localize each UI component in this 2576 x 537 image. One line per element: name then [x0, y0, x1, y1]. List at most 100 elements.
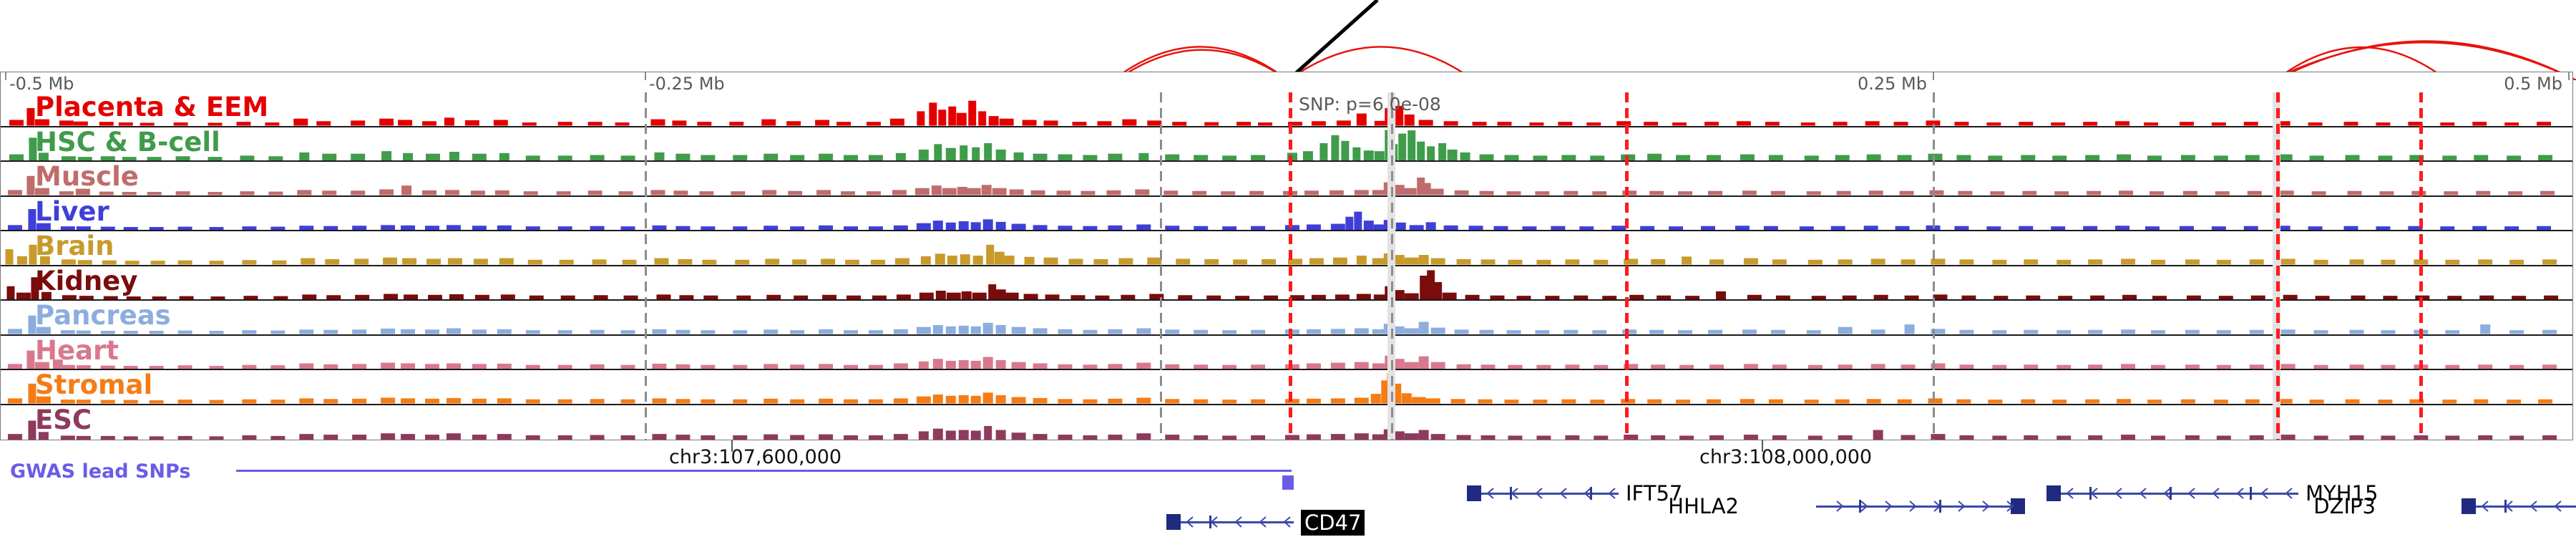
gene-strand-arrow: [1210, 516, 1218, 528]
gene-label[interactable]: MYH15: [2306, 481, 2379, 505]
position-marker-line: [1933, 92, 1935, 440]
gene-exon: [1939, 500, 1941, 513]
signal-track: Muscle: [1, 162, 2572, 197]
axis-tick-label: -0.5 Mb: [9, 74, 74, 94]
coordinate-tick: [1762, 440, 1763, 452]
signal-track: Brain: [1, 231, 2572, 266]
gene-strand-arrow: [1283, 516, 1291, 528]
position-marker-line: [645, 92, 647, 440]
track-label: Stromal: [35, 369, 153, 400]
gene-strand-arrow: [2163, 488, 2171, 499]
gene-strand-arrow: [1909, 500, 1917, 512]
gene-strand-arrow: [2212, 488, 2220, 499]
browser-panel: -0.5 Mb -0.25 Mb 0.25 Mb 0.5 Mb Placenta & …: [0, 72, 2573, 440]
chromatin-loop-arc: [1287, 46, 1475, 80]
coordinate-row: chr3:107,600,000 chr3:108,000,000: [0, 440, 2576, 473]
gene-strand-arrow: [1486, 488, 1494, 499]
position-marker-line: [1391, 92, 1393, 440]
track-signal: [7, 208, 2552, 230]
gene-tss-block: [2011, 498, 2025, 514]
gene-strand-arrow: [1511, 488, 1518, 499]
gene-model[interactable]: [1467, 485, 1619, 501]
axis-tick: [1933, 72, 1934, 80]
gene-strand-arrow: [2066, 488, 2074, 499]
gwas-lead-snps-label: GWAS lead SNPs: [10, 460, 191, 483]
signal-track: Liver: [1, 195, 2572, 231]
track-signal: [5, 244, 2557, 265]
gene-strand-arrow: [1836, 500, 1844, 512]
gene-strand-arrow: [1234, 516, 1242, 528]
track-label: Pancreas: [35, 300, 171, 331]
snp-pointer-line: [1287, 0, 1379, 80]
gene-strand-arrow: [2554, 500, 2562, 512]
gene-label[interactable]: IFT57: [1626, 481, 1683, 505]
signal-track: Placenta & EEM: [1, 92, 2572, 127]
gene-strand-arrow: [1559, 488, 1567, 499]
axis-tick: [5, 72, 6, 80]
gene-tss-block: [2462, 498, 2476, 514]
gene-strand-arrow: [2139, 488, 2147, 499]
gwas-lead-snp-row: GWAS lead SNPs: [0, 458, 2576, 490]
gene-strand-arrow: [2481, 500, 2489, 512]
gene-strand-arrow: [1584, 488, 1591, 499]
axis-row: -0.5 Mb -0.25 Mb 0.25 Mb 0.5 Mb: [1, 72, 2572, 94]
gene-strand-arrow: [1860, 500, 1868, 512]
gene-intron-line: [1467, 493, 1619, 495]
track-label: Brain: [35, 231, 114, 261]
chromatin-loop-arc: [1116, 49, 1289, 80]
track-label: Muscle: [35, 161, 139, 192]
track-signal: [9, 130, 2553, 160]
gene-strand-arrow: [1535, 488, 1543, 499]
gene-intron-line: [2462, 505, 2576, 508]
gene-label[interactable]: HHLA2: [1668, 494, 1739, 518]
track-signal: [6, 269, 2559, 299]
snp-marker-line: [1625, 92, 1629, 440]
axis-tick: [645, 72, 646, 80]
gene-exon: [1510, 487, 1512, 500]
gene-tss-block: [2046, 485, 2061, 501]
gene-exon: [2170, 487, 2172, 500]
gene-exon: [2089, 487, 2092, 500]
gene-strand-arrow: [2187, 488, 2195, 499]
gene-intron-line: [2046, 493, 2298, 495]
gene-exon: [1859, 500, 1861, 513]
gene-strand-arrow: [1259, 516, 1267, 528]
gene-model[interactable]: [1166, 514, 1294, 530]
gene-strand-arrow: [1885, 500, 1893, 512]
gene-label[interactable]: DZIP3: [2313, 494, 2376, 518]
gene-exon: [1590, 487, 1592, 500]
gene-exon: [2504, 500, 2507, 513]
gene-strand-arrow: [2285, 488, 2293, 499]
coordinate-tick: [731, 440, 733, 452]
gene-strand-arrow: [2260, 488, 2268, 499]
signal-track: Pancreas: [1, 301, 2572, 336]
signal-track: Stromal: [1, 370, 2572, 405]
gene-model[interactable]: [2462, 498, 2576, 514]
gene-model[interactable]: [1816, 498, 2025, 514]
track-signal: [9, 100, 2552, 126]
axis-tick: [2568, 72, 2570, 80]
gene-intron-line: [1816, 505, 2025, 508]
track-label: Kidney: [35, 265, 138, 296]
gene-label[interactable]: CD47: [1301, 510, 1365, 536]
track-label: Placenta & EEM: [35, 92, 269, 122]
signal-track: ESC: [1, 405, 2572, 440]
snp-annotation-label: SNP: p=6.0e-08: [1299, 94, 1441, 115]
gene-tss-block: [1467, 485, 1481, 501]
gene-strand-arrow: [1958, 500, 1966, 512]
gene-annotation-track: IFT57 HHLA2 MYH15 DZIP3 CD47: [0, 481, 2576, 537]
track-label: Liver: [35, 195, 109, 227]
gene-model[interactable]: [2046, 485, 2298, 501]
gwas-connector-line: [236, 470, 1292, 472]
track-signal: [7, 420, 2557, 440]
gene-exon: [1209, 516, 1211, 528]
gene-strand-arrow: [2529, 500, 2537, 512]
chromatin-loop-arc: [2271, 42, 2576, 80]
axis-tick-label: 0.25 Mb: [1857, 74, 1927, 94]
axis-tick-label: 0.5 Mb: [2504, 74, 2562, 94]
gene-strand-arrow: [1608, 488, 1616, 499]
coordinate-label: chr3:108,000,000: [1699, 446, 1873, 468]
gene-exon: [2250, 487, 2252, 500]
track-signal: [7, 350, 2557, 369]
